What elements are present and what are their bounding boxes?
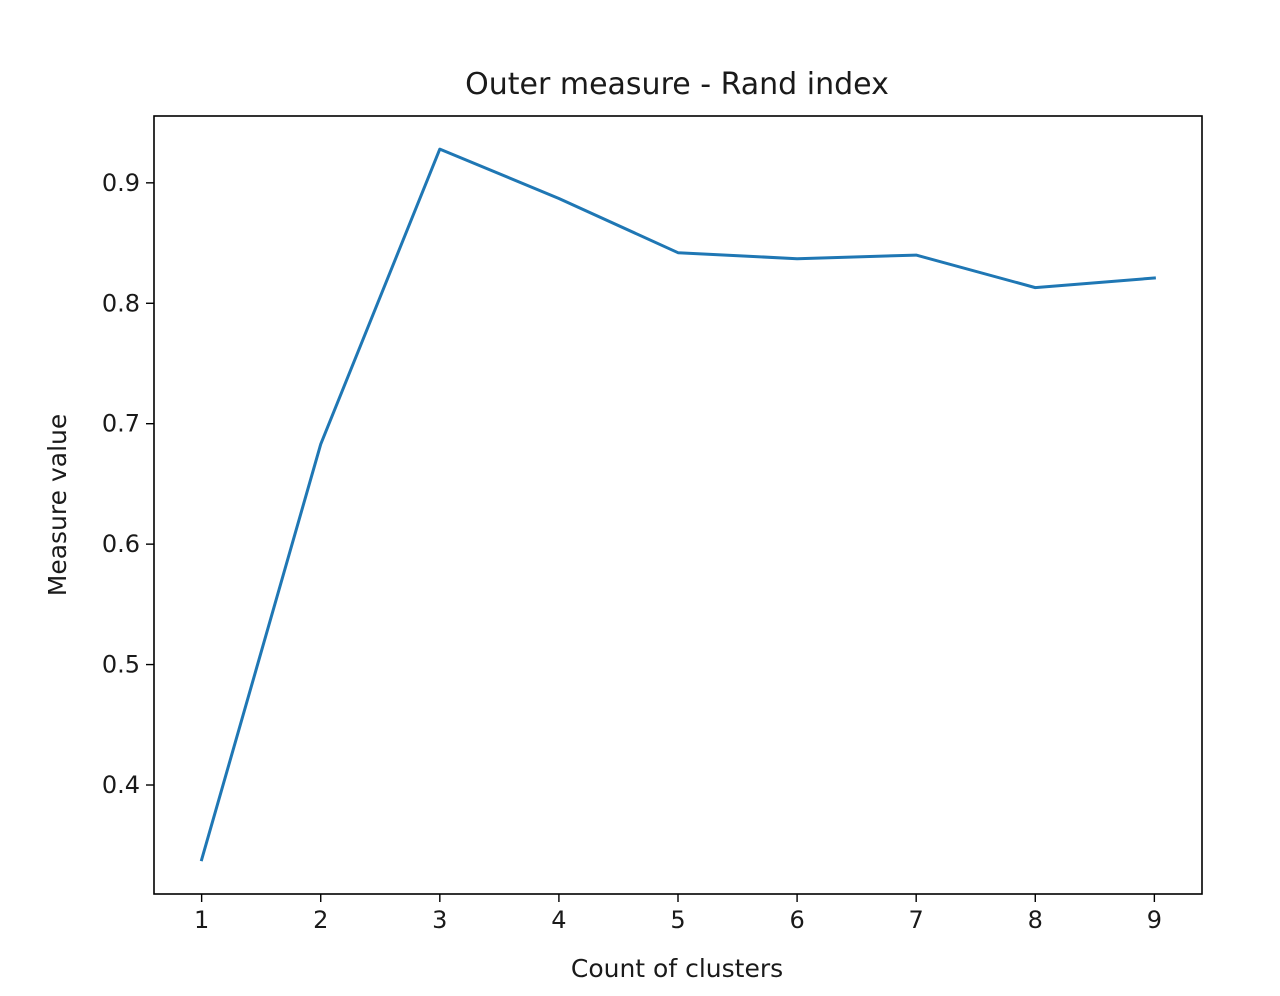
x-tick-label: 8 [1028, 906, 1043, 934]
series-line [199, 147, 1156, 862]
axis-ticks: 1 2 3 4 5 6 7 8 9 0.4 0.5 0.6 0.7 0.8 0.9 [102, 169, 1162, 934]
y-tick-label: 0.5 [102, 651, 140, 679]
x-tick-label: 9 [1147, 906, 1162, 934]
y-tick-label: 0.7 [102, 410, 140, 438]
y-tick-label: 0.8 [102, 289, 140, 317]
x-tick-label: 5 [670, 906, 685, 934]
y-tick-label: 0.4 [102, 771, 140, 799]
series-layer [199, 147, 1156, 862]
x-tick-label: 7 [909, 906, 924, 934]
x-axis-label: Count of clusters [571, 954, 783, 983]
x-tick-label: 3 [432, 906, 447, 934]
y-axis-label: Measure value [43, 414, 72, 596]
x-tick-label: 2 [313, 906, 328, 934]
y-tick-label: 0.6 [102, 530, 140, 558]
x-tick-label: 6 [789, 906, 804, 934]
plot-frame [153, 115, 1203, 895]
chart-title: Outer measure - Rand index [465, 67, 889, 102]
x-tick-label: 1 [194, 906, 209, 934]
x-tick-label: 4 [551, 906, 566, 934]
y-tick-label: 0.9 [102, 169, 140, 197]
